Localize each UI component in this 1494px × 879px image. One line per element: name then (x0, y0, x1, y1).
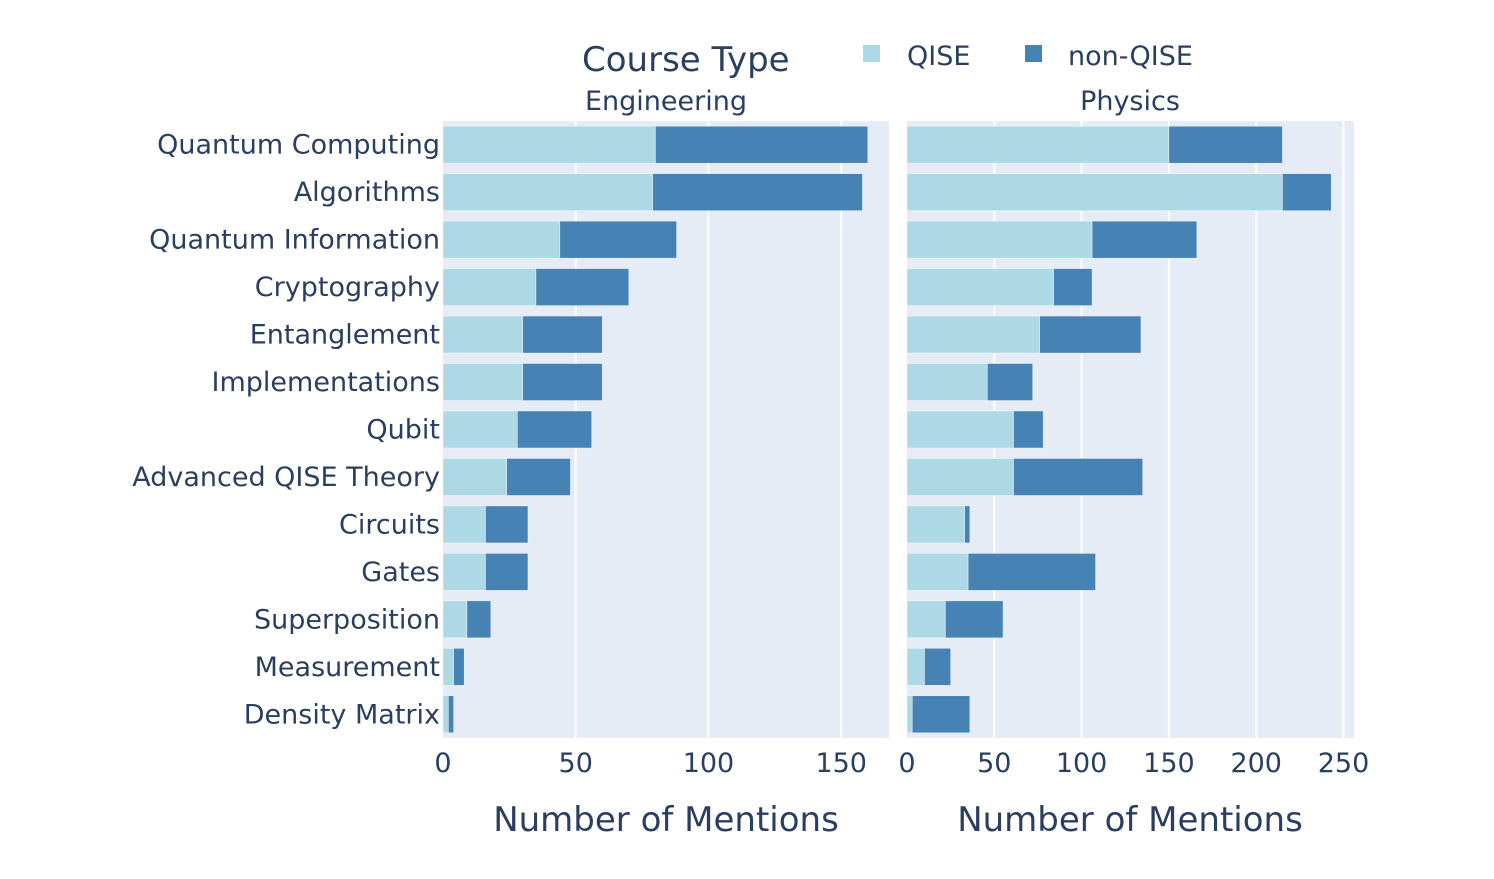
y-tick-label: Advanced QISE Theory (132, 462, 440, 493)
bar-non-qise[interactable] (1053, 268, 1093, 306)
bar-non-qise[interactable] (506, 458, 571, 496)
bar-qise[interactable] (906, 647, 925, 686)
y-tick-label: Entanglement (250, 320, 440, 351)
bar-non-qise[interactable] (652, 173, 863, 212)
y-tick-label: Implementations (212, 367, 440, 398)
panel-engineering: 0 50 100 150 Engineering Number of Mentions (434, 86, 889, 840)
bar-qise[interactable] (442, 695, 449, 734)
y-tick-label: Gates (361, 557, 440, 588)
x-ticks-physics: 0 50 100 150 200 250 (898, 748, 1369, 779)
bar-non-qise[interactable] (535, 268, 630, 306)
x-axis-title-physics: Number of Mentions (957, 800, 1303, 840)
bar-qise[interactable] (906, 505, 965, 544)
bar-non-qise[interactable] (466, 600, 492, 639)
bar-non-qise[interactable] (1282, 173, 1332, 212)
x-axis-title-engineering: Number of Mentions (493, 800, 839, 840)
bar-non-qise[interactable] (1039, 315, 1142, 354)
bar-qise[interactable] (442, 410, 518, 449)
y-tick-label: Measurement (255, 652, 440, 683)
bar-qise[interactable] (442, 315, 523, 354)
legend-label-non-qise[interactable]: non-QISE (1068, 41, 1193, 72)
legend: Course Type QISE non-QISE (582, 40, 1193, 80)
y-axis-labels: Quantum Computing Algorithms Quantum Infor… (132, 130, 440, 731)
y-tick-label: Quantum Information (149, 225, 440, 256)
x-tick-label: 150 (1143, 748, 1195, 779)
bar-qise[interactable] (906, 173, 1283, 212)
y-tick-label: Qubit (366, 415, 440, 446)
y-tick-label: Density Matrix (244, 699, 440, 730)
bar-non-qise[interactable] (517, 410, 592, 449)
y-tick-label: Quantum Computing (157, 130, 440, 161)
bar-qise[interactable] (442, 505, 486, 544)
bar-non-qise[interactable] (1013, 410, 1044, 449)
bar-qise[interactable] (442, 600, 468, 639)
x-tick-label: 200 (1230, 748, 1282, 779)
legend-label-qise[interactable]: QISE (907, 41, 970, 72)
bar-non-qise[interactable] (911, 695, 971, 734)
x-tick-label: 50 (977, 748, 1011, 779)
bar-non-qise[interactable] (522, 363, 603, 401)
panel-title-physics: Physics (1080, 86, 1180, 117)
y-tick-label: Circuits (339, 509, 440, 540)
legend-title: Course Type (582, 40, 790, 80)
bar-non-qise[interactable] (522, 315, 603, 354)
x-tick-label: 150 (815, 748, 867, 779)
bar-non-qise[interactable] (485, 505, 529, 544)
bar-qise[interactable] (906, 363, 988, 401)
bar-qise[interactable] (442, 458, 508, 496)
bar-qise[interactable] (906, 315, 1041, 354)
bar-qise[interactable] (906, 553, 969, 591)
bar-qise[interactable] (906, 220, 1093, 259)
bar-non-qise[interactable] (559, 220, 677, 259)
bar-qise[interactable] (442, 125, 656, 164)
x-ticks-engineering: 0 50 100 150 (434, 748, 867, 779)
bar-non-qise[interactable] (987, 363, 1034, 401)
legend-swatch-qise (863, 45, 880, 62)
y-tick-label: Cryptography (255, 272, 440, 303)
bar-non-qise[interactable] (1013, 458, 1144, 496)
x-tick-label: 50 (559, 748, 593, 779)
bar-qise[interactable] (442, 220, 561, 259)
bar-qise[interactable] (906, 125, 1170, 164)
x-tick-label: 250 (1318, 748, 1370, 779)
bar-qise[interactable] (442, 268, 537, 306)
bar-qise[interactable] (442, 647, 454, 686)
bar-qise[interactable] (906, 600, 946, 639)
x-tick-label: 100 (683, 748, 735, 779)
panel-physics: 0 50 100 150 200 250 Physics Number of Mentio… (898, 86, 1369, 840)
bar-qise[interactable] (442, 173, 654, 212)
x-tick-label: 0 (898, 748, 915, 779)
bar-qise[interactable] (906, 458, 1014, 496)
bar-non-qise[interactable] (453, 647, 465, 686)
y-tick-label: Algorithms (294, 177, 440, 208)
bar-non-qise[interactable] (1091, 220, 1198, 259)
bar-qise[interactable] (906, 410, 1014, 449)
bar-non-qise[interactable] (655, 125, 869, 164)
bar-qise[interactable] (442, 363, 523, 401)
y-tick-label: Superposition (254, 604, 440, 635)
bar-non-qise[interactable] (448, 695, 454, 734)
bar-non-qise[interactable] (945, 600, 1004, 639)
x-tick-label: 100 (1056, 748, 1108, 779)
bars-physics (906, 125, 1332, 734)
legend-swatch-non-qise (1025, 45, 1042, 62)
bar-non-qise[interactable] (964, 505, 971, 544)
bar-qise[interactable] (906, 268, 1054, 306)
panel-title-engineering: Engineering (585, 86, 747, 117)
bar-non-qise[interactable] (967, 553, 1096, 591)
bars-engineering (442, 125, 869, 734)
bar-qise[interactable] (906, 695, 913, 734)
bar-non-qise[interactable] (485, 553, 529, 591)
bar-non-qise[interactable] (1168, 125, 1283, 164)
bar-non-qise[interactable] (924, 647, 951, 686)
bar-qise[interactable] (442, 553, 486, 591)
x-tick-label: 0 (434, 748, 451, 779)
